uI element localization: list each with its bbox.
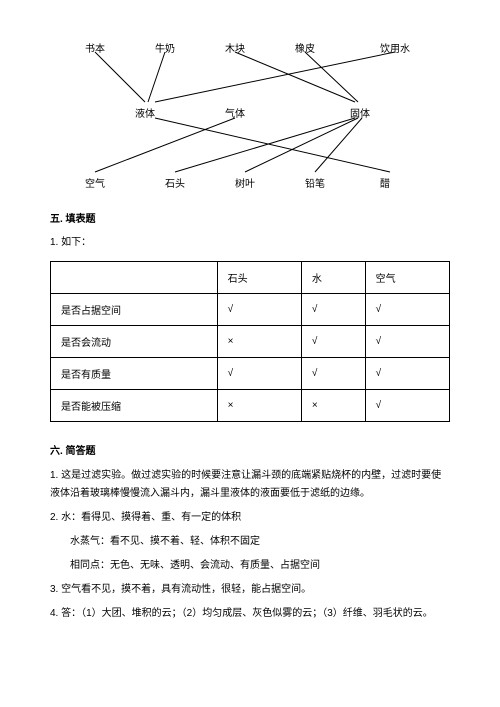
table-header-empty xyxy=(51,262,218,294)
table-row: 是否有质量√√√ xyxy=(51,358,450,390)
properties-table: 石头 水 空气 是否占据空间√√√是否会流动×√√是否有质量√√√是否能被压缩×… xyxy=(50,261,450,422)
diagram-middle-label: 液体 xyxy=(135,105,155,120)
section-6-heading: 六. 简答题 xyxy=(50,442,450,457)
table-header-air: 空气 xyxy=(365,262,449,294)
table-cell: × xyxy=(301,390,365,422)
table-cell: √ xyxy=(301,358,365,390)
table-cell: √ xyxy=(365,326,449,358)
table-cell: √ xyxy=(217,358,301,390)
table-cell: × xyxy=(217,390,301,422)
table-row-label: 是否会流动 xyxy=(51,326,218,358)
diagram-top-label: 橡皮 xyxy=(295,40,315,55)
table-header-stone: 石头 xyxy=(217,262,301,294)
diagram-top-label: 木块 xyxy=(225,40,245,55)
section-5-item-1: 1. 如下： xyxy=(50,235,450,251)
table-cell: √ xyxy=(365,358,449,390)
diagram-top-label: 书本 xyxy=(85,40,105,55)
answer-1: 1. 这是过滤实验。做过滤实验的时候要注意让漏斗颈的底端紧贴烧杯的内壁，过滤时要… xyxy=(50,467,450,503)
table-cell: × xyxy=(217,326,301,358)
answer-2: 2. 水：看得见、摸得着、重、有一定的体积 xyxy=(50,509,450,527)
table-header-water: 水 xyxy=(301,262,365,294)
diagram-top-label: 牛奶 xyxy=(155,40,175,55)
diagram-bottom-label: 石头 xyxy=(165,175,185,190)
answer-2c: 相同点：无色、无味、透明、会流动、有质量、占据空间 xyxy=(70,557,450,575)
diagram-middle-label: 气体 xyxy=(225,105,245,120)
section-5-heading: 五. 填表题 xyxy=(50,210,450,225)
diagram-bottom-label: 树叶 xyxy=(235,175,255,190)
diagram-bottom-label: 空气 xyxy=(85,175,105,190)
table-cell: √ xyxy=(217,294,301,326)
table-row: 是否会流动×√√ xyxy=(51,326,450,358)
diagram-bottom-label: 醋 xyxy=(380,175,390,190)
answer-3: 3. 空气看不见，摸不着，具有流动性，很轻，能占据空间。 xyxy=(50,581,450,599)
table-cell: √ xyxy=(301,294,365,326)
table-header-row: 石头 水 空气 xyxy=(51,262,450,294)
table-row: 是否占据空间√√√ xyxy=(51,294,450,326)
answer-2b: 水蒸气：看不见、摸不着、轻、体积不固定 xyxy=(70,533,450,551)
table-cell: √ xyxy=(301,326,365,358)
table-row-label: 是否有质量 xyxy=(51,358,218,390)
table-row-label: 是否能被压缩 xyxy=(51,390,218,422)
table-row-label: 是否占据空间 xyxy=(51,294,218,326)
table-cell: √ xyxy=(365,390,449,422)
diagram-bottom-label: 铅笔 xyxy=(305,175,325,190)
diagram-middle-label: 固体 xyxy=(350,105,370,120)
table-row: 是否能被压缩××√ xyxy=(51,390,450,422)
table-cell: √ xyxy=(365,294,449,326)
diagram-top-label: 饮用水 xyxy=(380,40,410,55)
answer-4: 4. 答：（1）大团、堆积的云；（2）均匀成层、灰色似雾的云；（3）纤维、羽毛状… xyxy=(50,605,450,623)
matching-diagram: 书本 牛奶 木块 橡皮 饮用水液体 气体 固体空气 石头 树叶 铅笔 醋 xyxy=(60,30,440,190)
